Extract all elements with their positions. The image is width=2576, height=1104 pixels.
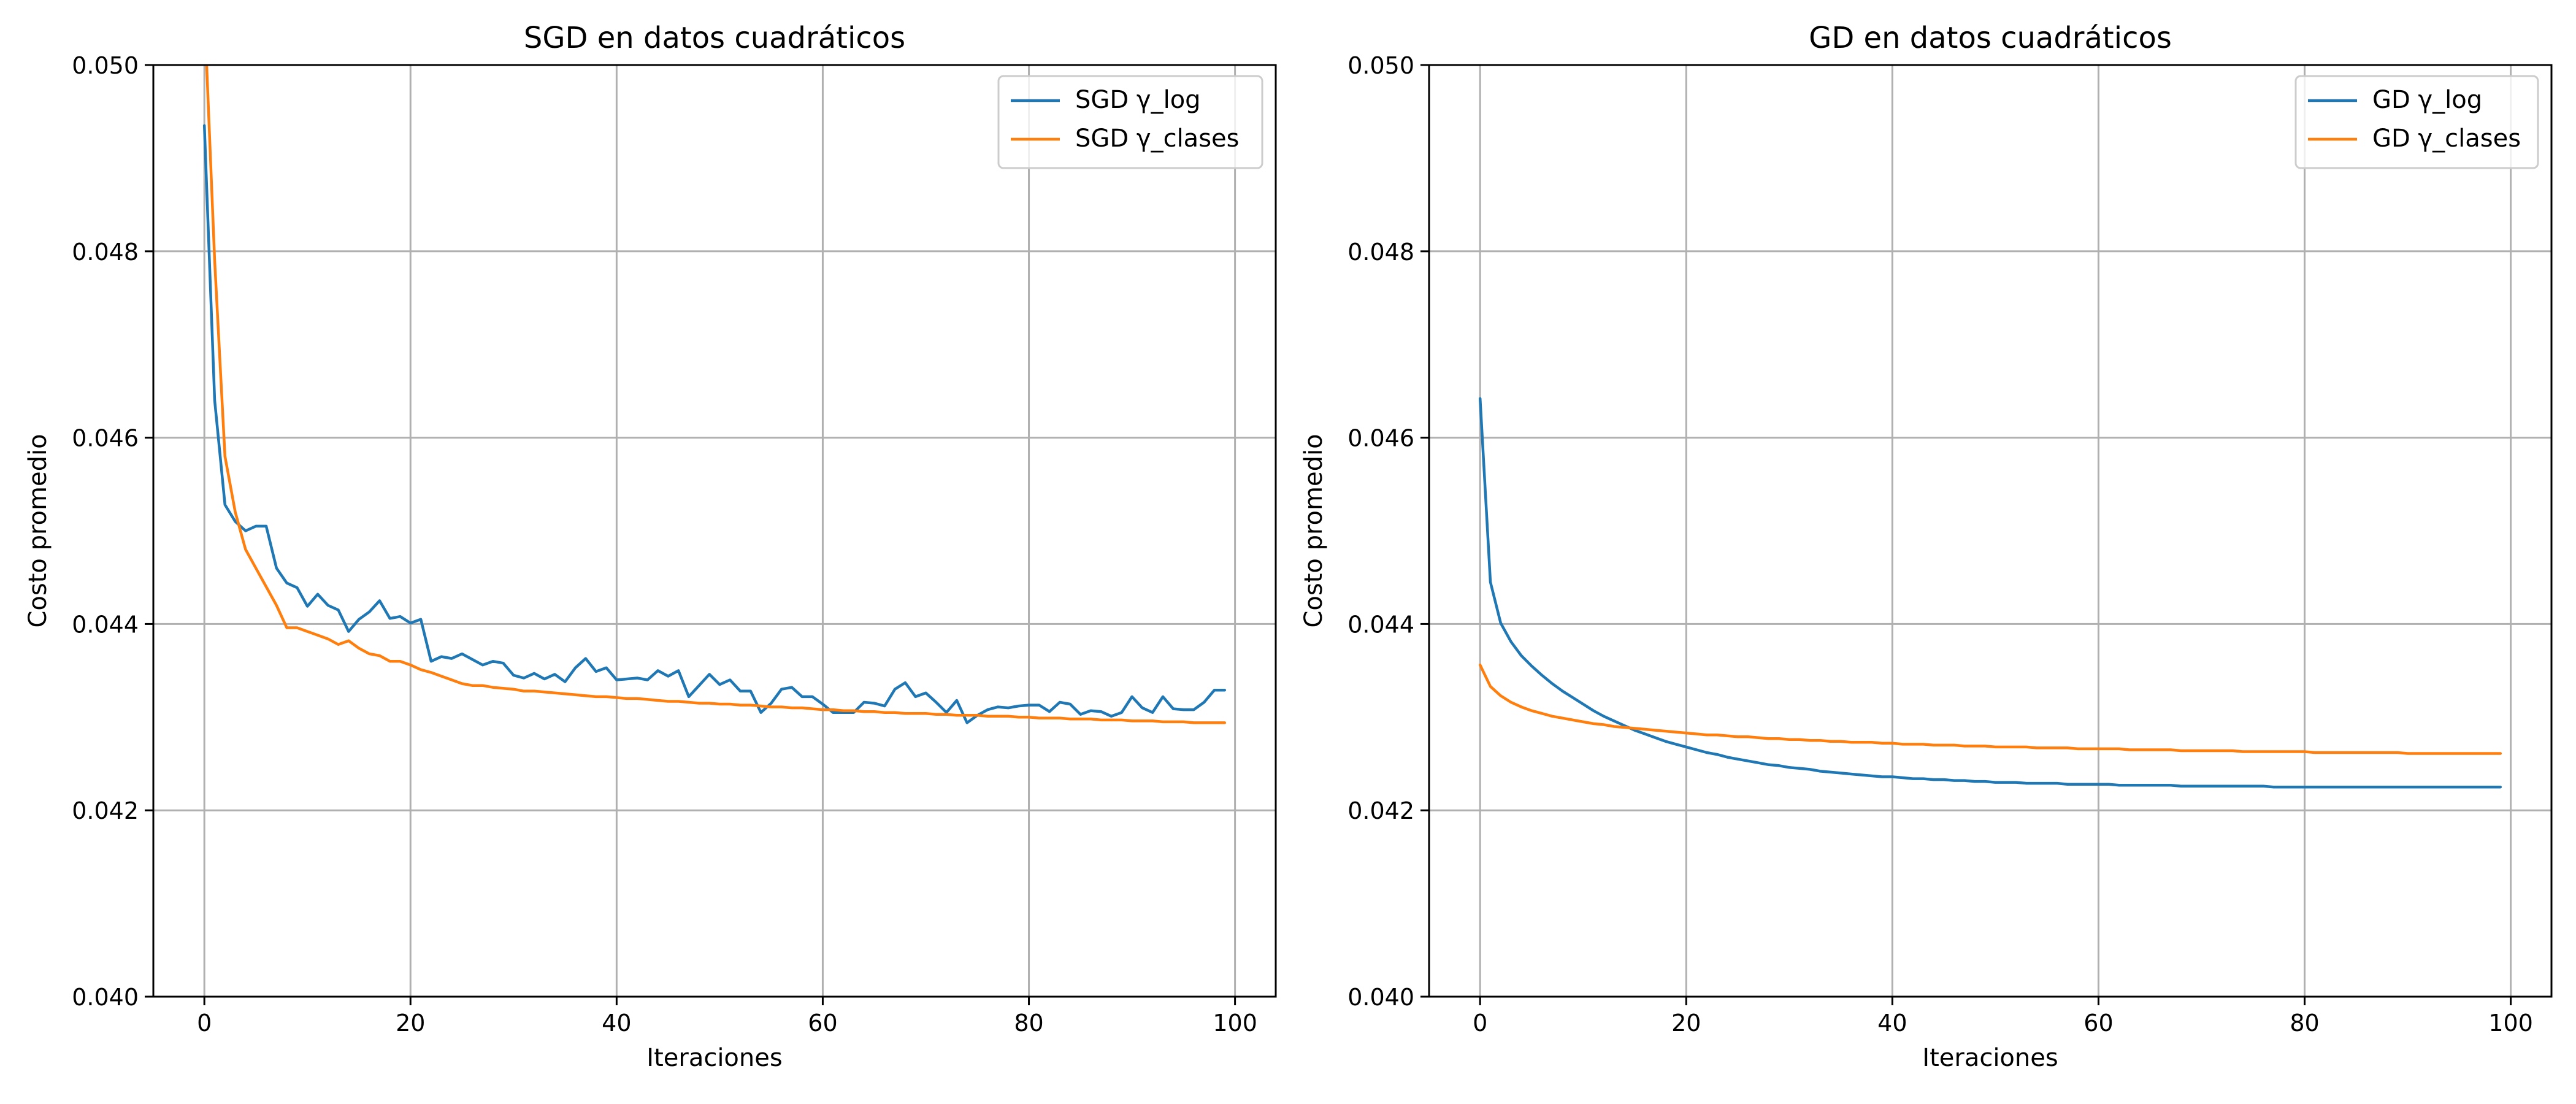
- x-tick-label: 20: [396, 1010, 425, 1037]
- legend-label-2: SGD γ_clases: [1075, 125, 1239, 153]
- grid: [1429, 64, 2551, 998]
- y-tick-label: 0.040: [72, 984, 139, 1011]
- legend: SGD γ_log SGD γ_clases: [997, 75, 1263, 169]
- y-tick-label: 0.040: [1347, 984, 1414, 1011]
- x-tick-label: 100: [2488, 1010, 2533, 1037]
- series-line-2: [1478, 663, 2502, 755]
- legend-label-1: SGD γ_log: [1075, 86, 1201, 114]
- plot-frame: [1428, 64, 2553, 998]
- y-tick-label: 0.042: [72, 797, 139, 824]
- legend-box: [2294, 75, 2539, 169]
- y-tick-label: 0.050: [1347, 52, 1414, 79]
- y-axis-label: Costo promedio: [24, 434, 52, 627]
- x-tick-label: 20: [1671, 1010, 1701, 1037]
- x-axis-label: Iteraciones: [1922, 1044, 2058, 1072]
- y-tick-label: 0.046: [1347, 425, 1414, 452]
- chart-title: SGD en datos cuadráticos: [524, 21, 905, 55]
- x-tick-label: 100: [1213, 1010, 1257, 1037]
- series-line-1: [202, 124, 1227, 724]
- legend-box: [997, 75, 1263, 169]
- chart-panel-1: 0 20 40 60 80 100 0.040 0.042 0.044 0.046 0.048 0.0…: [24, 21, 1277, 1072]
- x-axis-label: Iteraciones: [646, 1044, 782, 1072]
- y-tick-label: 0.050: [72, 52, 139, 79]
- x-tick-label: 80: [2290, 1010, 2319, 1037]
- chart-panel-2: 0 20 40 60 80 100 0.040 0.042 0.044 0.046 0.048 0.0…: [1300, 21, 2553, 1072]
- x-tick-label: 40: [602, 1010, 631, 1037]
- x-tick-label: 60: [808, 1010, 837, 1037]
- legend-label-2: GD γ_clases: [2372, 125, 2521, 153]
- chart-title: GD en datos cuadráticos: [1809, 21, 2172, 55]
- x-tick-label: 0: [197, 1010, 212, 1037]
- grid: [153, 64, 1276, 998]
- y-tick-label: 0.048: [1347, 239, 1414, 266]
- legend-label-1: GD γ_log: [2372, 86, 2482, 114]
- legend: GD γ_log GD γ_clases: [2294, 75, 2539, 169]
- x-tick-label: 40: [1877, 1010, 1907, 1037]
- series-line-2: [205, 65, 1227, 724]
- series-line-1: [1478, 397, 2502, 789]
- x-tick-label: 0: [1473, 1010, 1487, 1037]
- x-tick-label: 80: [1014, 1010, 1043, 1037]
- y-tick-label: 0.046: [72, 425, 139, 452]
- y-tick-label: 0.044: [72, 611, 139, 638]
- series-group: [202, 65, 1227, 724]
- y-axis-label: Costo promedio: [1300, 434, 1328, 627]
- series-group: [1478, 397, 2502, 789]
- y-tick-label: 0.044: [1347, 611, 1414, 638]
- y-tick-label: 0.042: [1347, 797, 1414, 824]
- y-tick-label: 0.048: [72, 239, 139, 266]
- plot-frame: [152, 64, 1277, 998]
- x-tick-label: 60: [2083, 1010, 2113, 1037]
